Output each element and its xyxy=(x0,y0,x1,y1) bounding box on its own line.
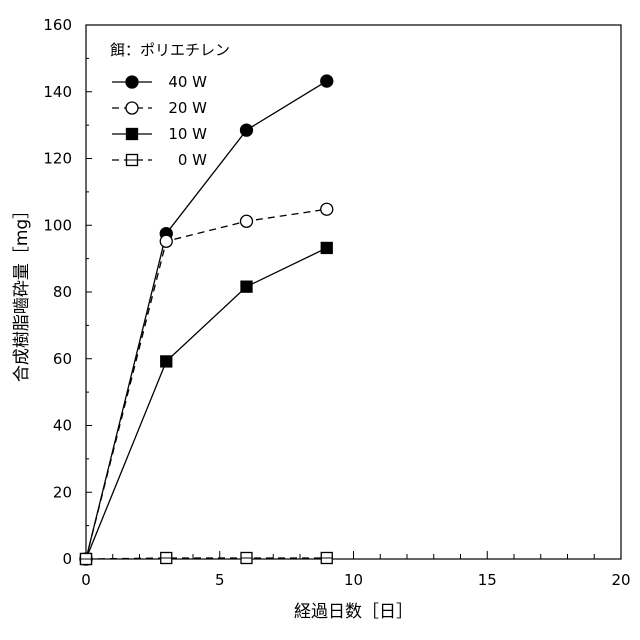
data-point xyxy=(320,202,334,216)
legend-item: 0 W xyxy=(112,151,207,169)
legend-label: 20 W xyxy=(168,99,207,117)
x-tick-label: 5 xyxy=(215,571,225,589)
series-10w xyxy=(79,241,333,566)
data-point-square xyxy=(160,355,173,368)
y-tick-label: 120 xyxy=(43,150,72,168)
data-point xyxy=(79,552,93,566)
data-point xyxy=(239,123,254,137)
y-tick-label: 100 xyxy=(43,216,72,234)
series-40w xyxy=(79,74,334,566)
series-line xyxy=(85,557,327,560)
series-0w xyxy=(79,551,333,566)
data-point xyxy=(320,551,333,565)
plot-frame xyxy=(85,24,622,560)
series-layer xyxy=(79,74,334,566)
legend-label: 0 W xyxy=(178,151,207,169)
data-point xyxy=(125,127,139,141)
series-line xyxy=(85,80,328,560)
legend-label: 10 W xyxy=(168,125,207,143)
data-point-square xyxy=(240,280,253,293)
data-point xyxy=(125,75,139,89)
data-point-square xyxy=(320,241,333,255)
legend-label: 40 W xyxy=(168,73,207,91)
data-point-square xyxy=(125,127,139,141)
y-axis-title: 合成樹脂嚙砕量［mg］ xyxy=(12,202,32,382)
y-tick-label: 0 xyxy=(62,550,72,568)
data-point xyxy=(160,551,173,565)
data-point xyxy=(125,101,139,115)
y-tick-label: 60 xyxy=(53,350,72,368)
y-tick-label: 20 xyxy=(53,483,72,501)
y-tick-label: 140 xyxy=(43,83,72,101)
y-tick-label: 80 xyxy=(53,283,72,301)
x-axis-title: 経過日数［日］ xyxy=(294,602,413,622)
y-tick-label: 40 xyxy=(53,417,72,435)
legend-title: 餌：ポリエチレン xyxy=(110,41,230,59)
axes: 0 20 40 60 80 100 120 140 160 0 5 10 15 20 xyxy=(43,16,630,589)
data-point xyxy=(160,355,173,368)
x-tick-label: 10 xyxy=(344,571,363,589)
x-tick-label: 20 xyxy=(611,571,630,589)
legend-item: 40 W xyxy=(112,73,207,91)
data-point xyxy=(239,214,254,228)
data-point xyxy=(125,153,139,167)
legend: 餌：ポリエチレン 40 W 20 W 10 W 0 W xyxy=(110,41,230,169)
data-point xyxy=(159,234,173,248)
series-line xyxy=(85,247,328,560)
y-tick-label: 160 xyxy=(43,16,72,34)
legend-item: 20 W xyxy=(112,99,207,117)
data-point xyxy=(240,551,253,565)
data-point xyxy=(320,241,333,255)
series-line xyxy=(85,208,327,560)
data-point xyxy=(240,280,253,293)
x-tick-label: 15 xyxy=(478,571,497,589)
series-20w xyxy=(79,202,334,566)
data-point xyxy=(320,74,334,88)
x-tick-label: 0 xyxy=(81,571,91,589)
legend-item: 10 W xyxy=(112,125,207,143)
